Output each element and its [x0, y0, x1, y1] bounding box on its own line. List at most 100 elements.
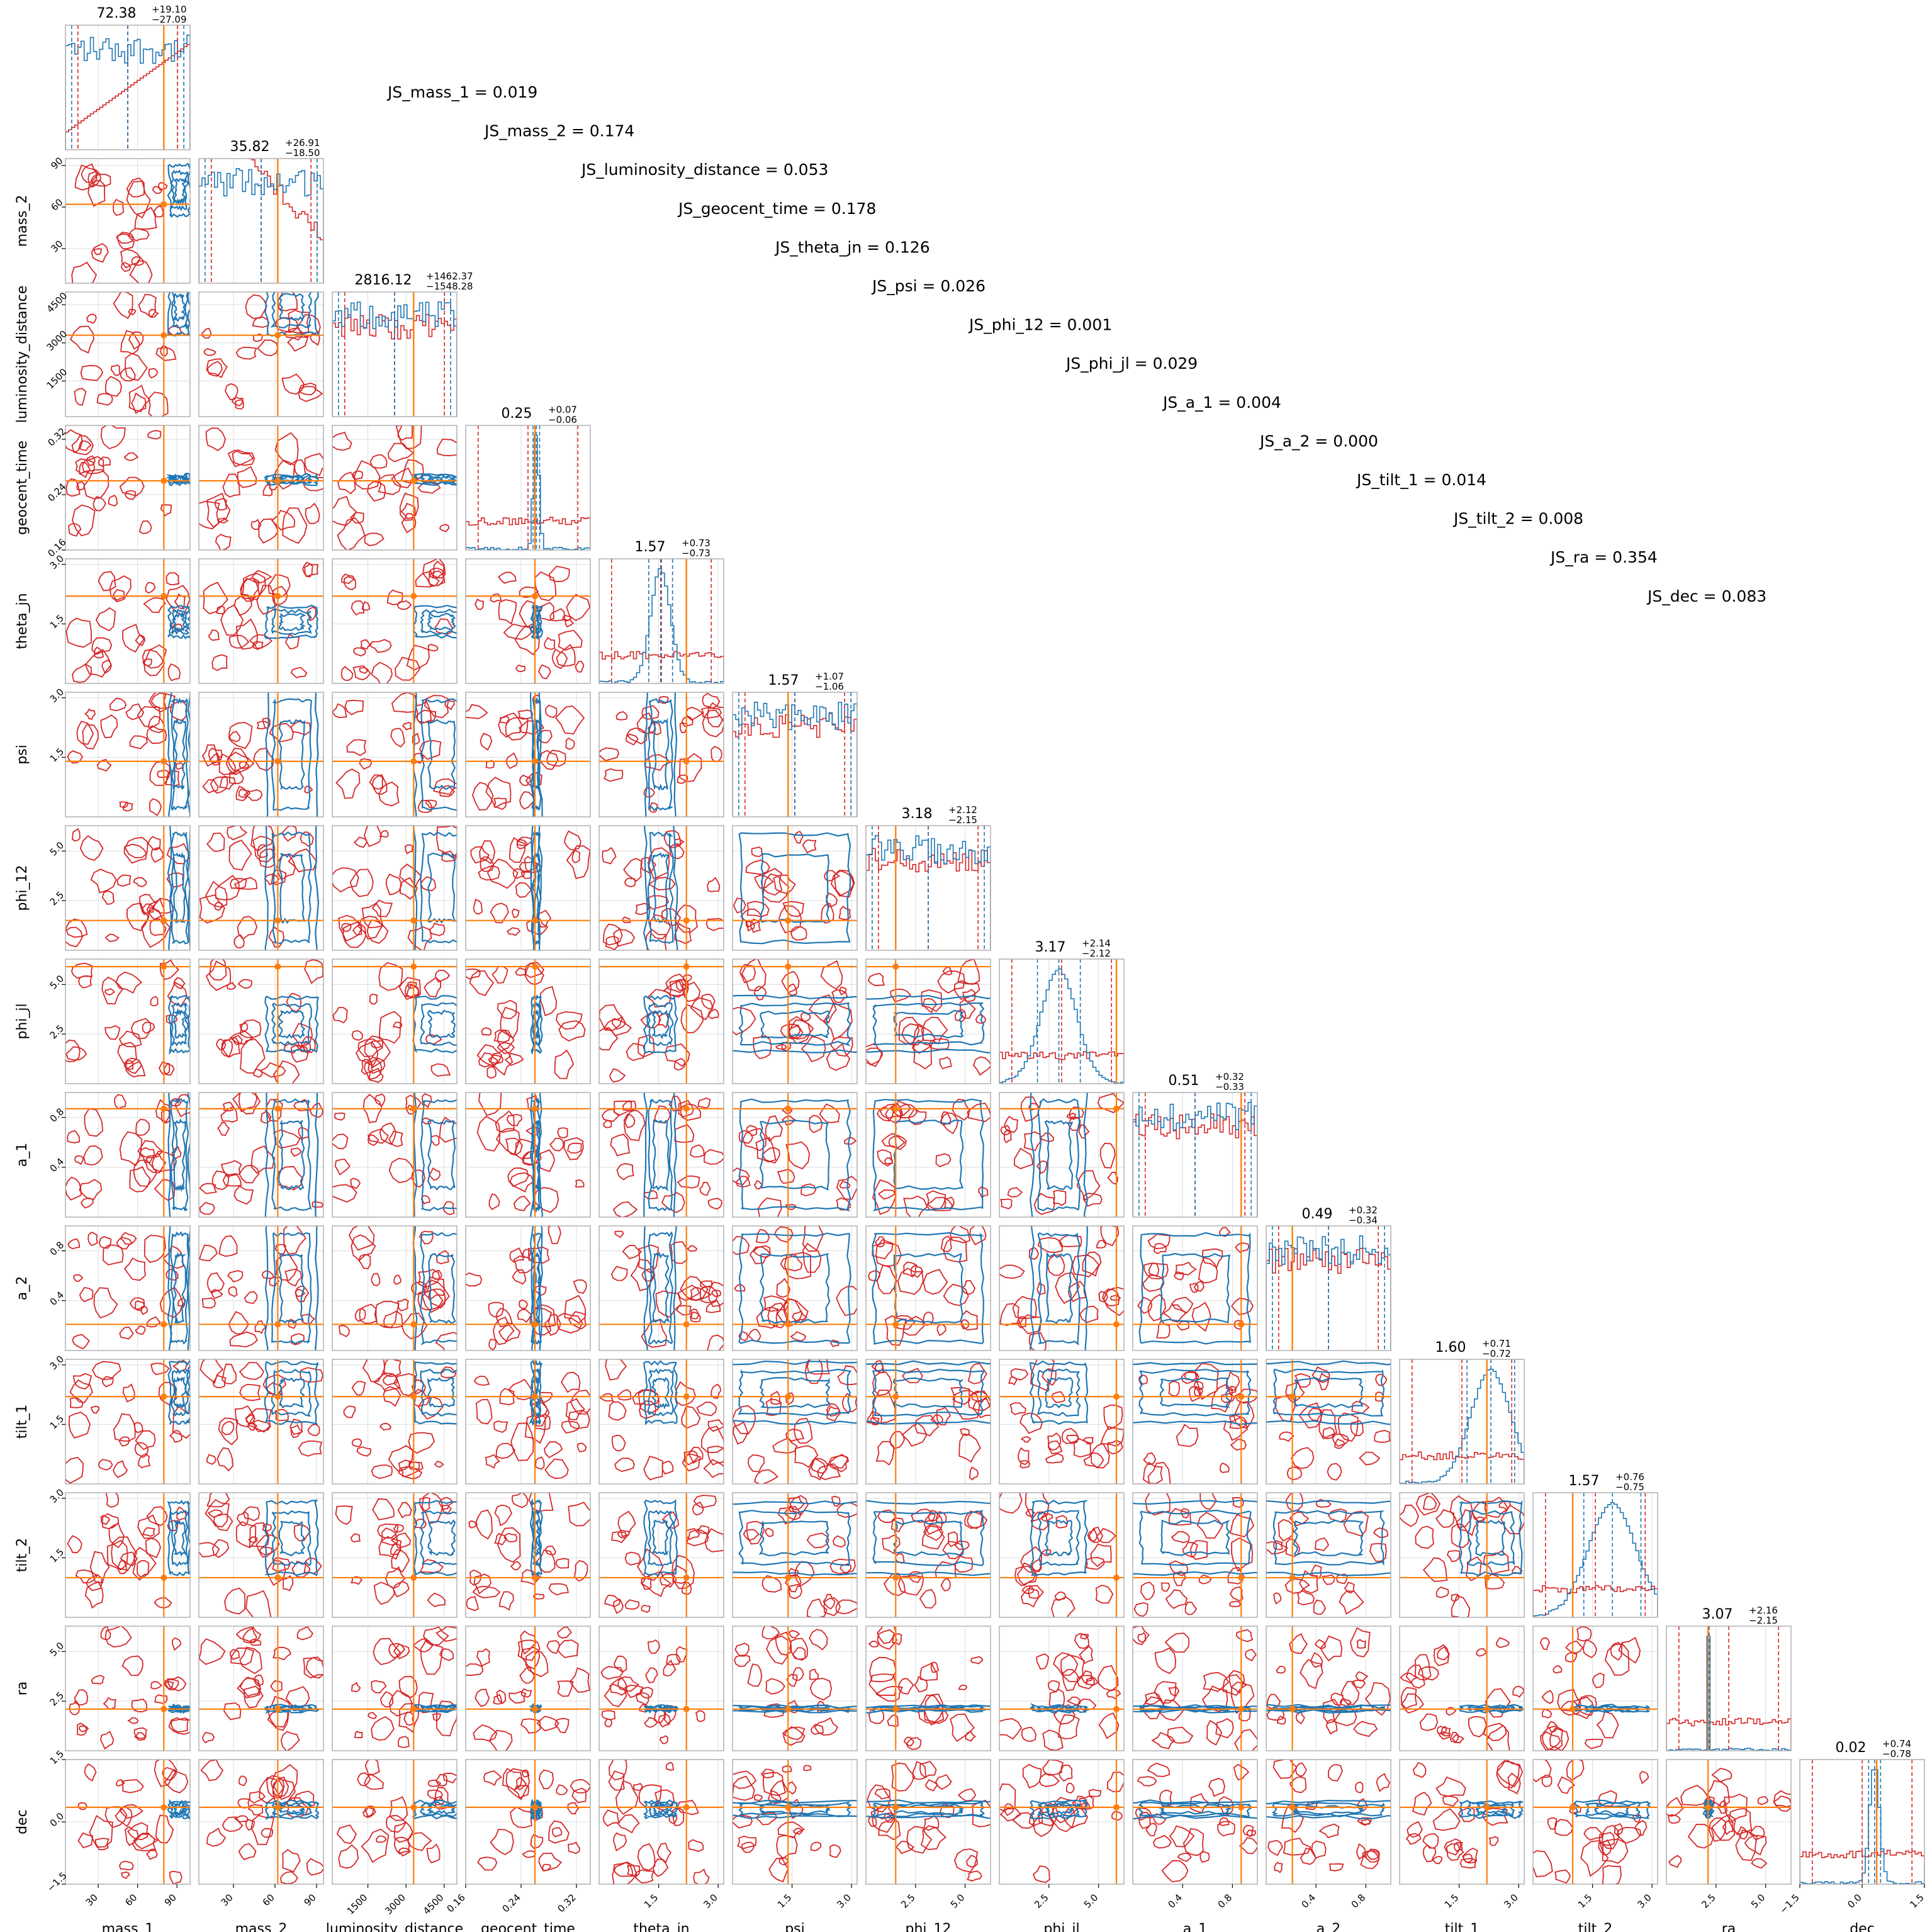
contour-blue — [271, 1801, 313, 1817]
contour-red — [357, 1772, 371, 1787]
contour-blue — [760, 853, 831, 923]
contour-red — [473, 1724, 498, 1742]
contour-red — [604, 1018, 632, 1036]
panel-frame — [1132, 1759, 1258, 1885]
panel-theta_jn-mass_2 — [198, 558, 324, 684]
contour-red — [1419, 1714, 1438, 1731]
contour-red — [1055, 1515, 1069, 1529]
contour-red — [83, 1145, 103, 1165]
truth-point — [683, 1393, 690, 1400]
contour-red — [608, 1401, 627, 1421]
contour-red — [1151, 1731, 1176, 1749]
contour-red — [364, 1773, 384, 1790]
title-plus-dec: +0.74 — [1882, 1738, 1911, 1749]
truth-point — [410, 963, 417, 970]
contour-red — [1376, 1773, 1390, 1792]
contour-red — [280, 1731, 300, 1751]
truth-point — [160, 332, 167, 339]
contour-red — [1021, 1585, 1035, 1595]
title-minus-a_1: −0.33 — [1215, 1081, 1244, 1092]
contour-red — [435, 1773, 448, 1787]
contour-red — [789, 1496, 805, 1510]
contour-blue — [413, 692, 418, 817]
contour-red — [1203, 1671, 1230, 1692]
contour-red — [266, 1559, 286, 1586]
contour-blue — [651, 1377, 670, 1410]
y-tick-label-geocent_time-0: 0.32 — [45, 425, 68, 448]
contour-red — [1173, 1271, 1184, 1281]
contour-red — [558, 1020, 586, 1042]
contour-red — [1061, 1428, 1079, 1444]
hist-red-theta_jn — [599, 651, 724, 683]
contour-red — [120, 1232, 137, 1245]
contour-red — [304, 959, 323, 984]
contour-blue — [172, 851, 186, 924]
x-tick-label-mass_1-0: 30 — [84, 1892, 100, 1908]
contour-red — [1189, 1540, 1208, 1560]
contour-red — [166, 572, 180, 585]
contour-red — [534, 1456, 545, 1470]
panel-frame — [598, 1092, 724, 1218]
y-tick-label-phi_12-0: 5.0 — [48, 840, 67, 858]
x-axis-label-a_2: a_2 — [1317, 1921, 1340, 1932]
panel-frame — [198, 558, 324, 684]
contour-red — [1437, 1646, 1451, 1661]
contour-red — [370, 1040, 384, 1049]
x-axis-label-a_1: a_1 — [1183, 1921, 1207, 1932]
contour-red — [424, 695, 449, 719]
panel-tilt_2-theta_jn — [598, 1492, 724, 1618]
contour-blue — [651, 1009, 670, 1040]
panel-ra-theta_jn — [598, 1626, 724, 1751]
contour-blue — [167, 1092, 190, 1217]
contour-red — [427, 1592, 446, 1607]
y-tick-label-a_1-0: 0.8 — [48, 1106, 67, 1125]
contour-red — [875, 1685, 904, 1702]
contour-red — [169, 700, 188, 722]
contour-red — [1095, 1585, 1114, 1604]
contour-red — [98, 571, 116, 592]
contour-blue — [427, 719, 456, 790]
truth-point — [532, 1321, 538, 1328]
contour-red — [521, 1688, 532, 1698]
contour-red — [789, 1637, 809, 1661]
contour-red — [1446, 1550, 1461, 1563]
y-tick-label-mass_2-1: 60 — [48, 196, 65, 213]
contour-red — [733, 1770, 757, 1789]
contour-red — [418, 1269, 441, 1288]
panel-frame — [865, 1626, 991, 1751]
contour-red — [254, 1320, 267, 1334]
contour-red — [392, 1021, 403, 1029]
contour-red — [498, 1322, 521, 1342]
contour-red — [228, 1286, 238, 1298]
contour-red — [134, 1422, 143, 1434]
hist-blue-tilt_1 — [1400, 1369, 1524, 1484]
contour-red — [1038, 1132, 1054, 1142]
contour-red — [1565, 1640, 1583, 1654]
contour-red — [1311, 1366, 1330, 1383]
contour-red — [1065, 1782, 1075, 1794]
contour-red — [438, 1497, 454, 1510]
contour-red — [493, 1693, 503, 1705]
title-tilt_2: 1.57 — [1569, 1473, 1600, 1489]
contour-red — [135, 634, 145, 646]
contour-red — [362, 1806, 376, 1818]
truth-point — [683, 758, 690, 765]
contour-red — [65, 926, 84, 948]
contour-red — [115, 1807, 133, 1828]
contour-red — [1020, 1588, 1040, 1608]
contour-red — [1668, 1814, 1682, 1824]
contour-red — [216, 1038, 227, 1050]
contour-blue — [1160, 1252, 1231, 1323]
contour-red — [280, 1871, 298, 1884]
contour-red — [1047, 1254, 1065, 1276]
contour-red — [555, 1011, 583, 1030]
truth-point — [785, 1393, 792, 1400]
contour-red — [953, 1848, 978, 1873]
contour-red — [1373, 1527, 1388, 1538]
panel-tilt_2-geocent_time — [465, 1492, 591, 1618]
contour-red — [146, 1316, 161, 1328]
contour-red — [250, 1145, 276, 1174]
contour-red — [490, 1828, 514, 1856]
contour-red — [286, 992, 302, 1013]
contour-red — [400, 503, 416, 519]
